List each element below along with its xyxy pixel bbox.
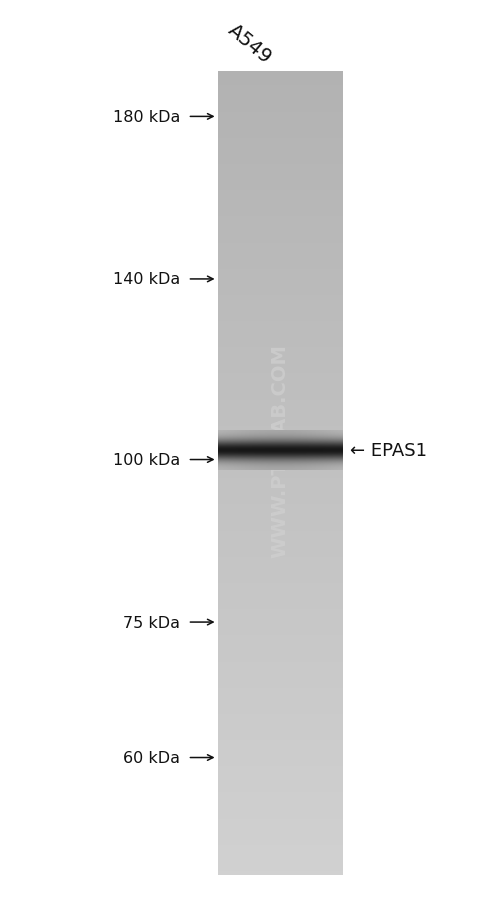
Text: 75 kDa: 75 kDa — [123, 615, 180, 630]
Text: ← EPAS1: ← EPAS1 — [350, 442, 427, 460]
Text: 100 kDa: 100 kDa — [113, 453, 180, 467]
Text: 180 kDa: 180 kDa — [112, 110, 180, 124]
Text: WWW.PTGLAB.COM: WWW.PTGLAB.COM — [270, 345, 289, 557]
Text: 60 kDa: 60 kDa — [123, 750, 180, 765]
Text: 140 kDa: 140 kDa — [113, 272, 180, 287]
Text: A549: A549 — [224, 21, 276, 68]
